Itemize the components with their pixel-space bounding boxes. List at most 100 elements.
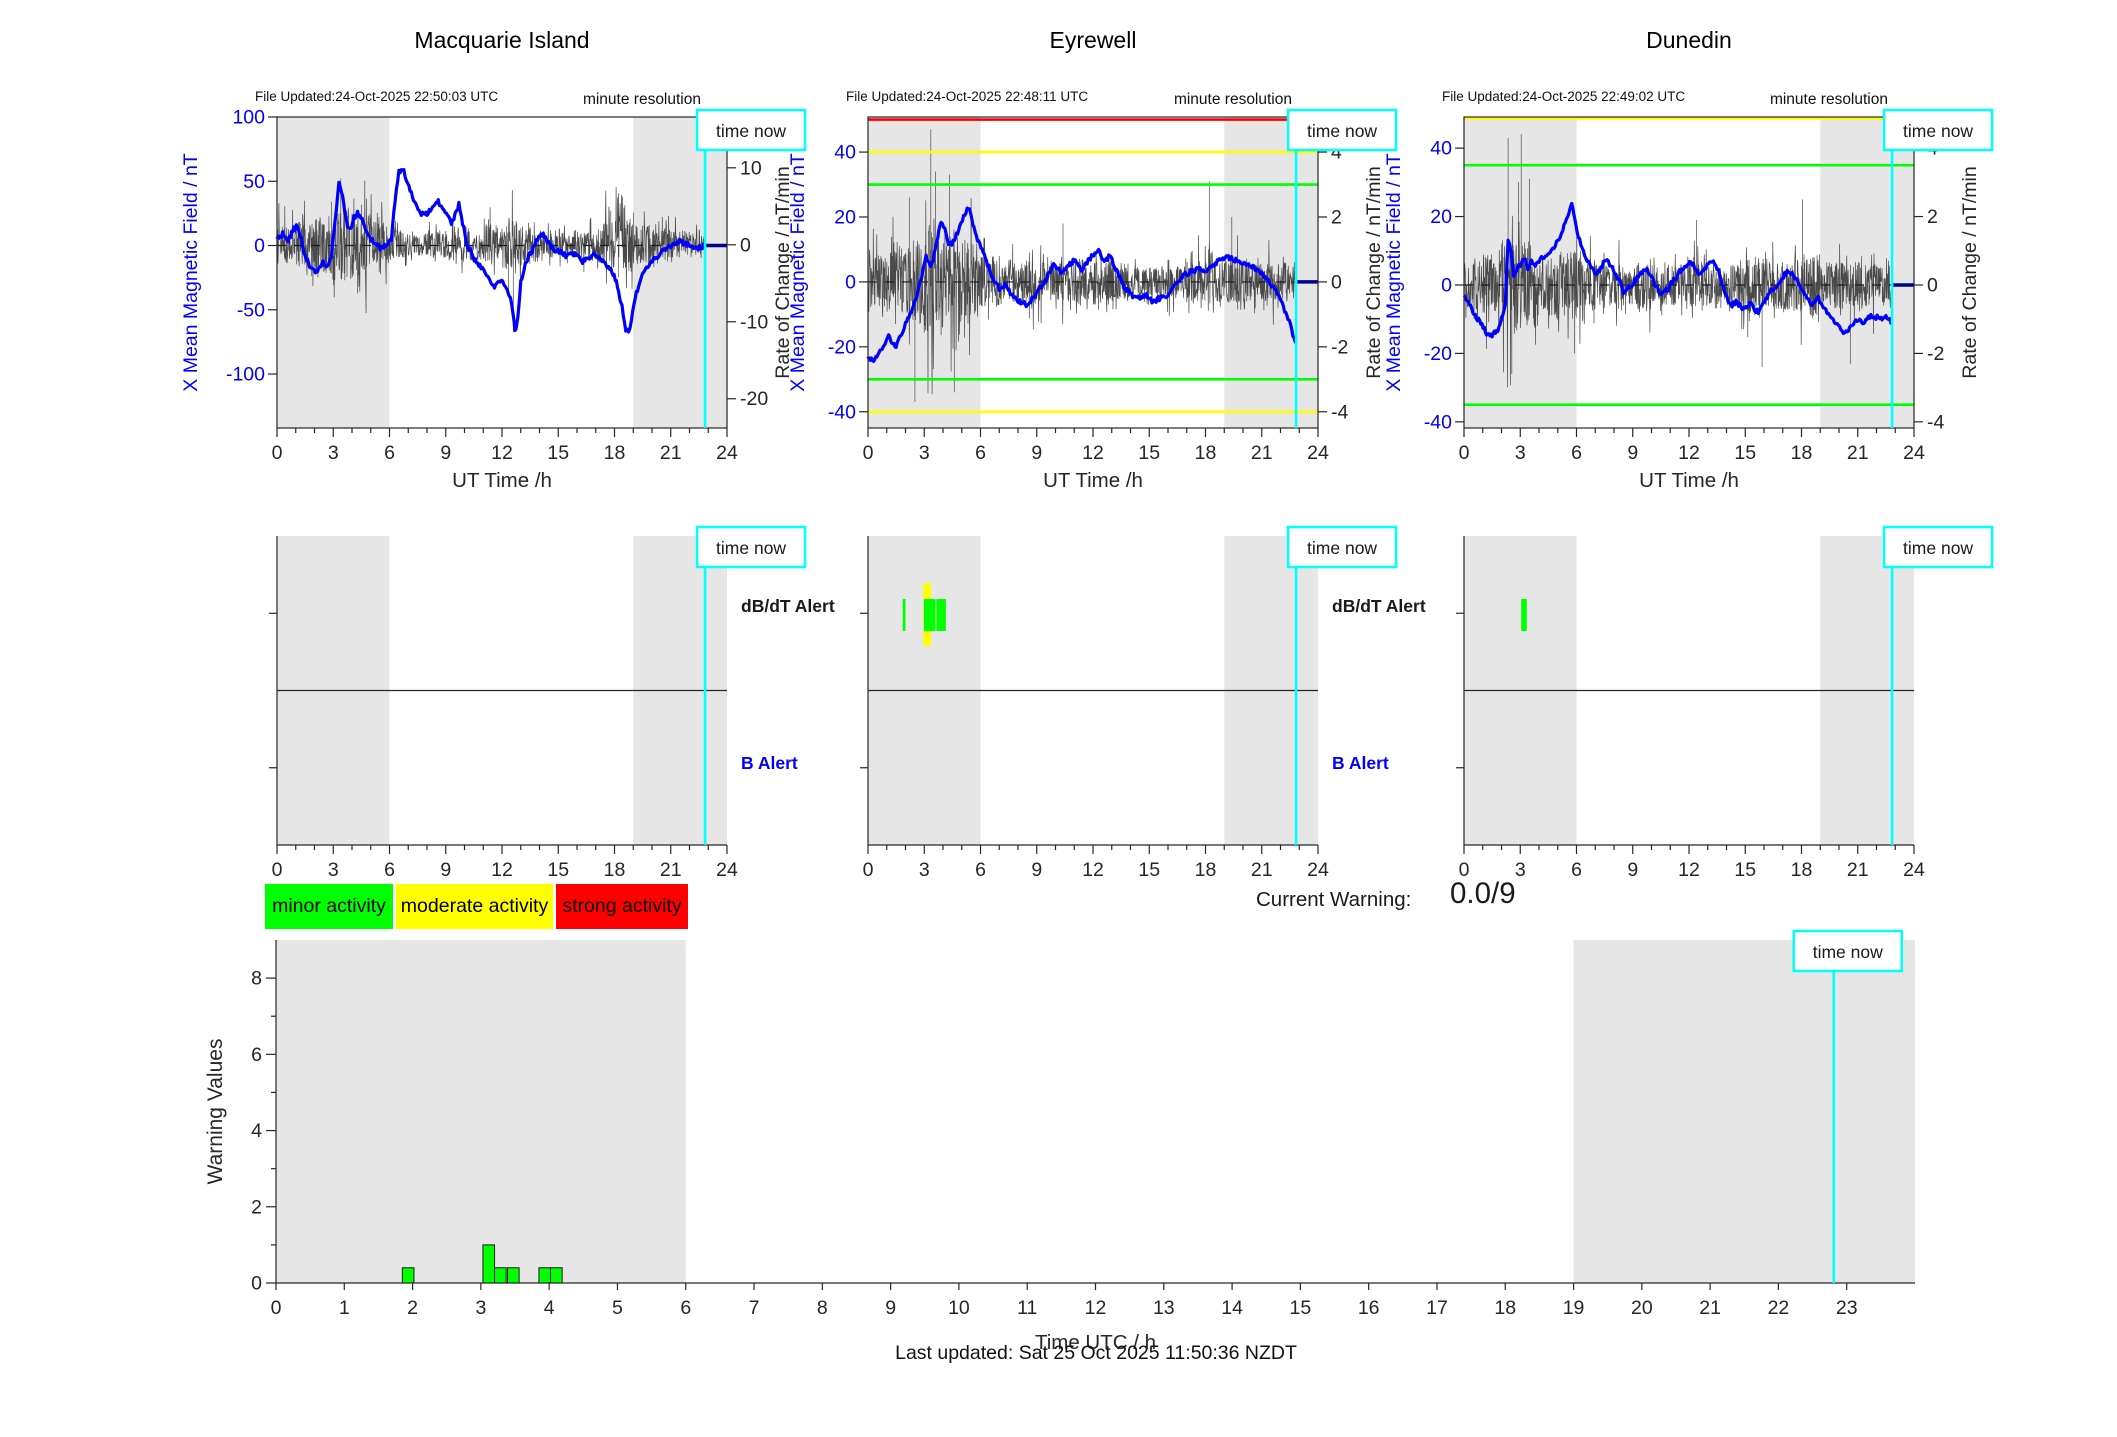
x-tick-label: 24 <box>1903 859 1925 881</box>
x-tick-label: 12 <box>1082 859 1104 881</box>
x-tick-label: 18 <box>1195 442 1217 464</box>
left-tick-label: 40 <box>834 142 856 164</box>
x-tick-label: 15 <box>1734 442 1756 464</box>
x-tick-label: 3 <box>919 442 930 464</box>
x-tick-label: 14 <box>1221 1297 1243 1319</box>
right-axis-label: Rate of Change / nT/min <box>772 166 794 378</box>
day-band <box>633 117 727 428</box>
x-tick-label: 19 <box>1563 1297 1585 1319</box>
left-tick-label: 0 <box>845 271 856 293</box>
warning-bar <box>401 1267 415 1284</box>
alert-bar <box>923 599 936 631</box>
file-updated-label: File Updated:24-Oct-2025 22:49:02 UTC <box>1442 89 1685 104</box>
x-tick-label: 12 <box>1085 1297 1107 1319</box>
right-tick-label: 0 <box>740 234 751 256</box>
x-tick-label: 13 <box>1153 1297 1175 1319</box>
warning-bar <box>538 1267 552 1284</box>
right-tick-label: -4 <box>1927 411 1944 433</box>
x-tick-label: 3 <box>328 442 339 464</box>
time-now-badge-label: time now <box>716 121 786 141</box>
x-tick-label: 23 <box>1836 1297 1858 1319</box>
y-tick-label: 2 <box>251 1196 262 1218</box>
current-warning-value: 0.0/9 <box>1450 877 1516 910</box>
x-tick-label: 15 <box>547 442 569 464</box>
file-updated-label: File Updated:24-Oct-2025 22:50:03 UTC <box>255 89 498 104</box>
x-tick-label: 11 <box>1017 1297 1037 1319</box>
left-tick-label: -40 <box>1424 411 1452 433</box>
x-tick-label: 15 <box>1138 442 1160 464</box>
x-tick-label: 3 <box>475 1297 486 1319</box>
left-tick-label: 20 <box>1430 206 1452 228</box>
left-tick-label: 0 <box>254 235 265 257</box>
station-title: Macquarie Island <box>414 27 589 53</box>
left-tick-label: -40 <box>828 401 856 423</box>
legend-minor-activity: minor activity <box>265 884 393 929</box>
x-tick-label: 15 <box>1138 859 1160 881</box>
x-tick-label: 18 <box>1791 442 1813 464</box>
left-tick-label: 100 <box>232 107 265 129</box>
left-tick-label: -20 <box>1424 343 1452 365</box>
legend-moderate-activity-label: moderate activity <box>400 895 549 917</box>
x-axis-label: UT Time /h <box>1639 469 1739 492</box>
station-title: Dunedin <box>1646 27 1732 53</box>
x-tick-label: 0 <box>271 1297 282 1319</box>
x-tick-label: 0 <box>863 442 874 464</box>
x-axis-label: UT Time /h <box>452 469 552 492</box>
x-tick-label: 12 <box>1678 859 1700 881</box>
legend-minor-activity-label: minor activity <box>272 895 386 917</box>
right-tick-label: 4 <box>1331 142 1342 164</box>
x-tick-label: 24 <box>1307 442 1329 464</box>
last-updated-text: Last updated: Sat 25 Oct 2025 11:50:36 N… <box>895 1342 1297 1364</box>
x-tick-label: 24 <box>1307 859 1329 881</box>
x-tick-label: 6 <box>680 1297 691 1319</box>
time-now-badge <box>1882 108 1994 152</box>
x-tick-label: 18 <box>604 442 626 464</box>
time-now-badge-label: time now <box>1307 121 1377 141</box>
minute-resolution-label: minute resolution <box>1770 91 1888 108</box>
mean-field-line <box>866 206 1298 363</box>
x-tick-label: 16 <box>1358 1297 1380 1319</box>
x-tick-label: 9 <box>1627 859 1638 881</box>
right-tick-label: 2 <box>1927 206 1938 228</box>
right-tick-label: 10 <box>740 157 762 179</box>
x-tick-label: 1 <box>339 1297 350 1319</box>
time-now-badge <box>695 525 807 569</box>
dbdt-alert-label: dB/dT Alert <box>741 596 835 616</box>
left-axis-label: X Mean Magnetic Field / nT <box>787 153 809 392</box>
x-tick-label: 21 <box>1251 442 1273 464</box>
time-now-badge-label: time now <box>1903 538 1973 558</box>
warning-bar <box>482 1244 496 1284</box>
left-tick-label: -50 <box>237 299 265 321</box>
x-tick-label: 0 <box>1459 859 1470 881</box>
warning-bar <box>550 1267 563 1284</box>
x-tick-label: 6 <box>1571 442 1582 464</box>
right-tick-label: -2 <box>1331 336 1348 358</box>
x-tick-label: 9 <box>440 859 451 881</box>
y-tick-label: 0 <box>251 1273 262 1295</box>
x-tick-label: 24 <box>716 442 738 464</box>
x-tick-label: 24 <box>1903 442 1925 464</box>
warning-y-axis-label: Warning Values <box>204 1039 227 1185</box>
x-tick-label: 6 <box>975 859 986 881</box>
time-now-badge <box>1882 525 1994 569</box>
x-tick-label: 20 <box>1631 1297 1653 1319</box>
y-tick-label: 8 <box>251 968 262 990</box>
legend-strong-activity-label: strong activity <box>562 895 682 917</box>
legend-strong-activity: strong activity <box>556 884 688 929</box>
station-title: Eyrewell <box>1050 27 1137 53</box>
x-tick-label: 6 <box>384 859 395 881</box>
y-tick-label: 4 <box>251 1120 262 1142</box>
left-tick-label: 50 <box>243 171 265 193</box>
left-axis-label: X Mean Magnetic Field / nT <box>1383 153 1405 392</box>
x-tick-label: 12 <box>1082 442 1104 464</box>
b-alert-label: B Alert <box>1332 753 1389 773</box>
right-tick-label: -4 <box>1331 401 1348 423</box>
x-tick-label: 0 <box>272 859 283 881</box>
day-band <box>1573 940 1915 1283</box>
current-warning-label: Current Warning: <box>1256 888 1412 911</box>
time-now-badge <box>1286 525 1398 569</box>
time-now-badge <box>695 108 807 152</box>
left-tick-label: -20 <box>828 336 856 358</box>
x-tick-label: 6 <box>1571 859 1582 881</box>
